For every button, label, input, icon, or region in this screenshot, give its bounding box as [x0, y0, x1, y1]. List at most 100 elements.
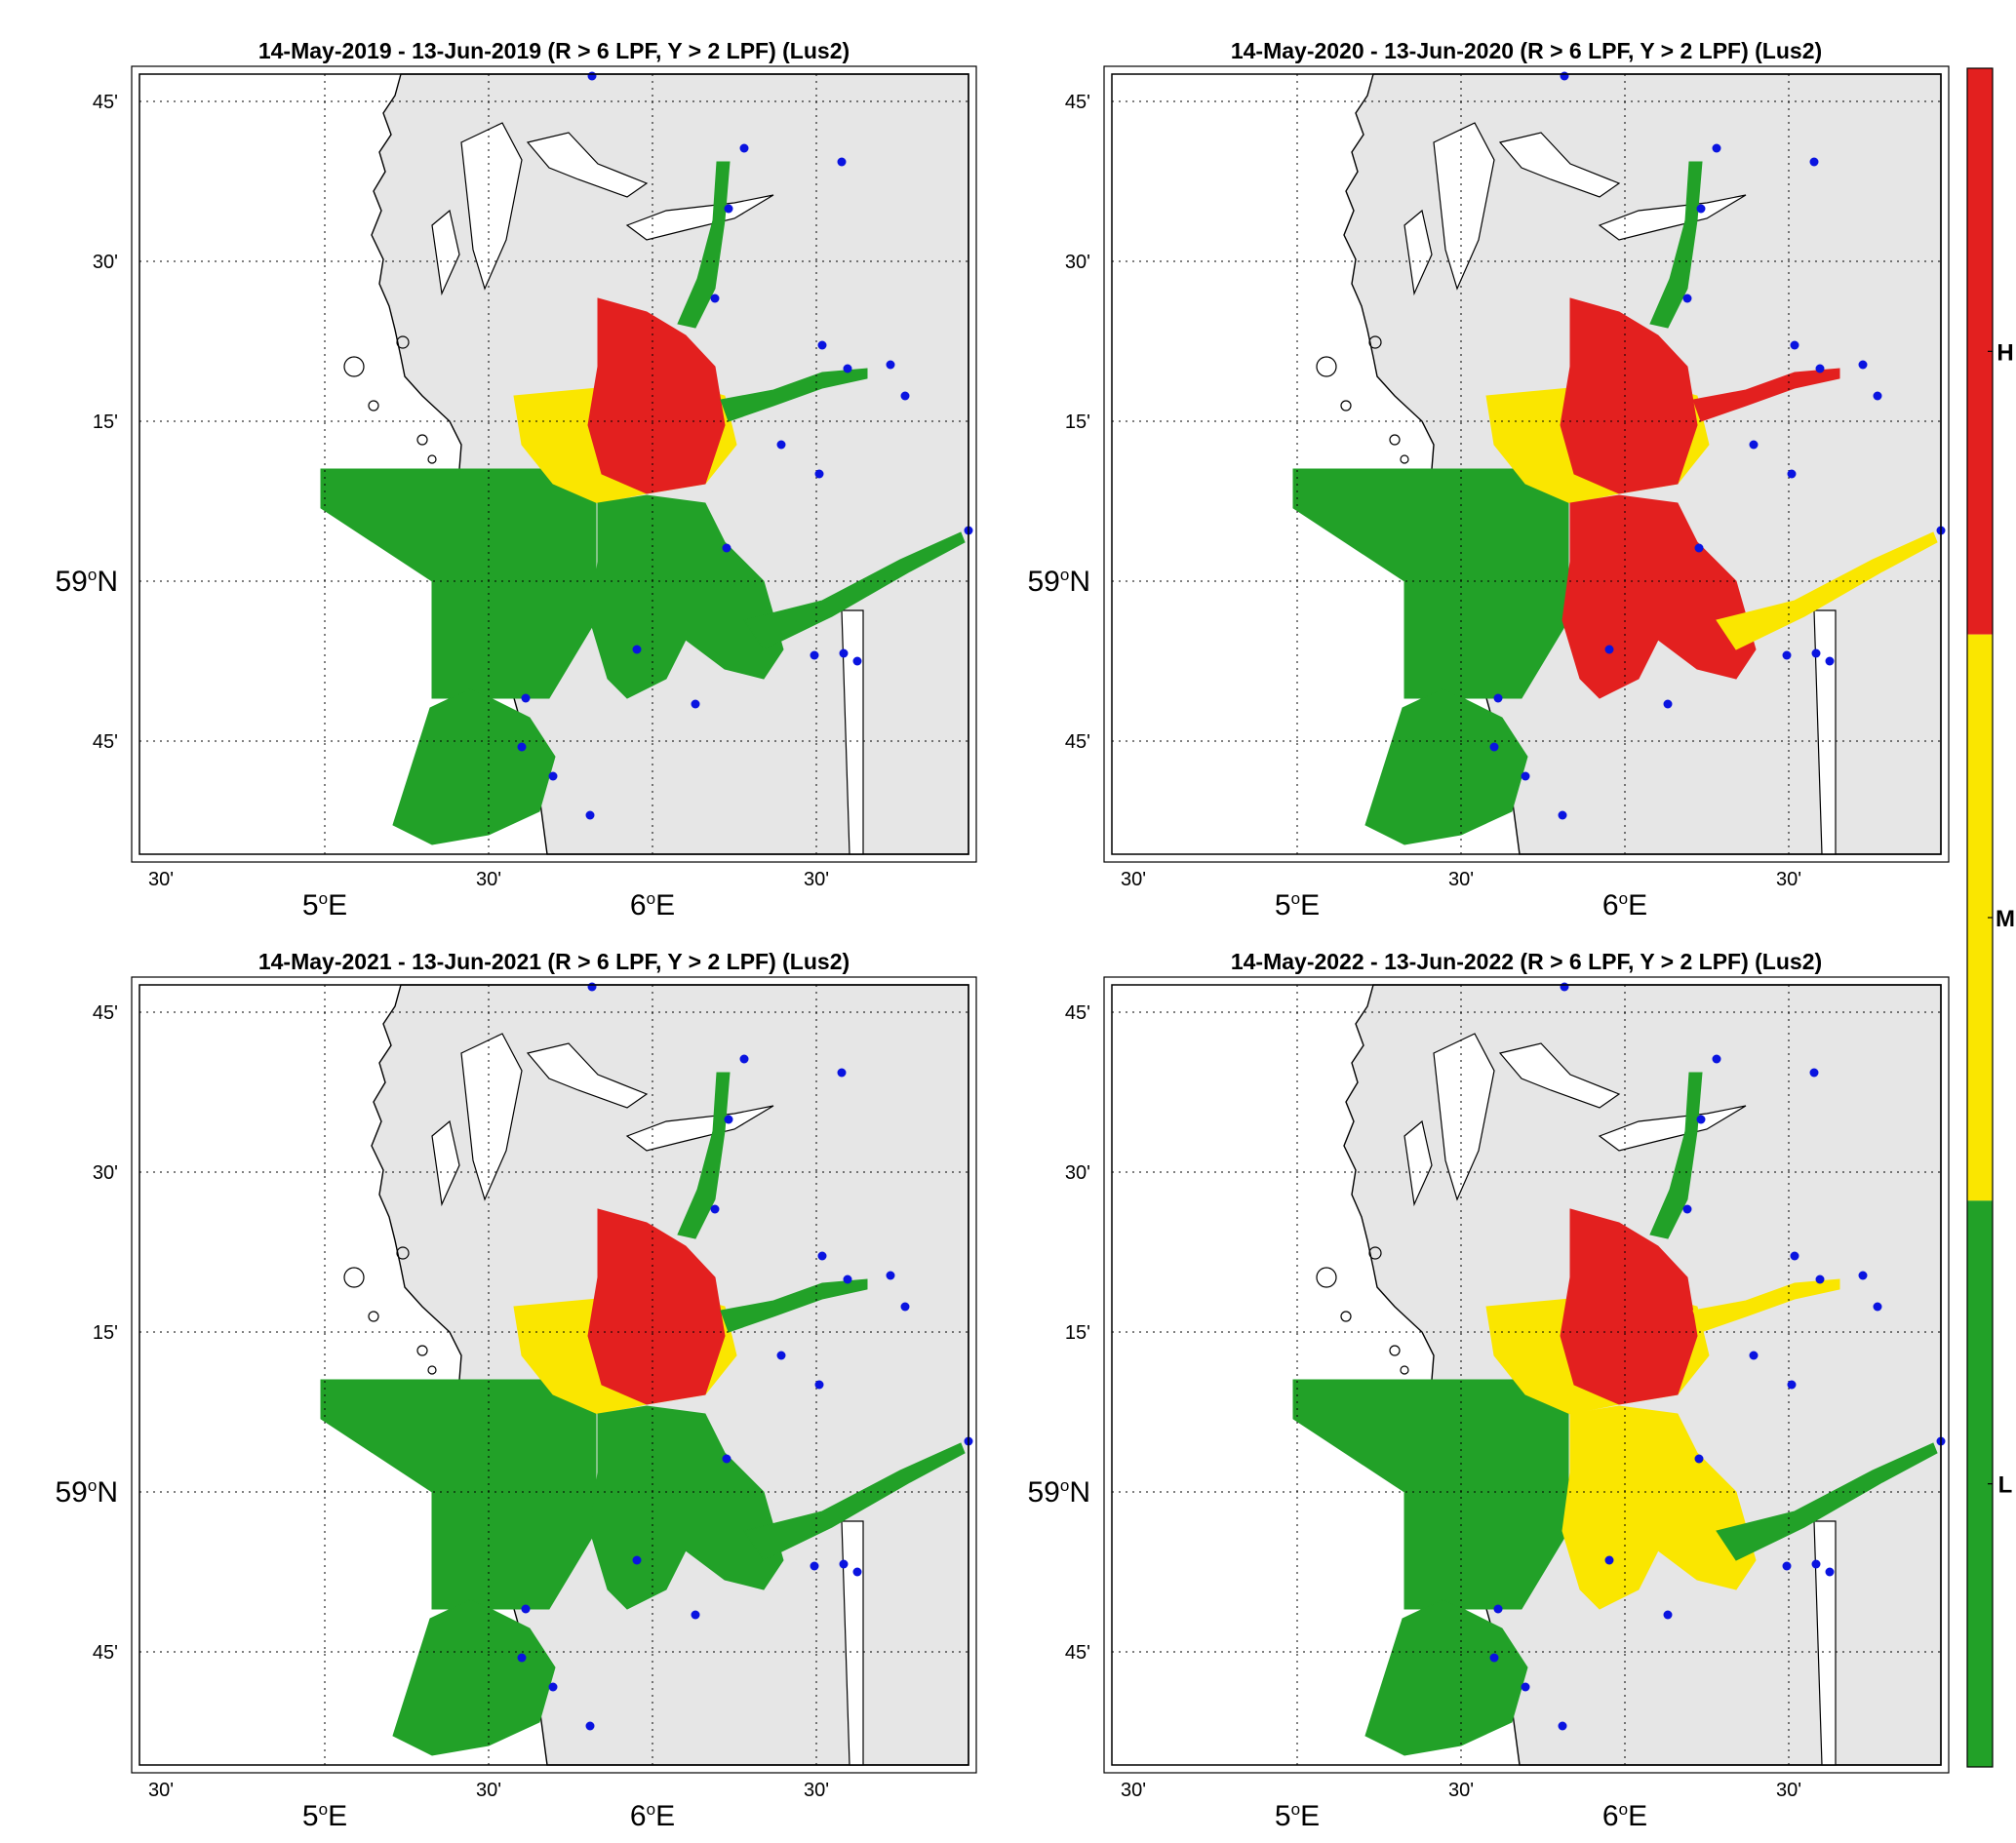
fjord-water	[526, 132, 649, 198]
station-marker	[1694, 1454, 1704, 1464]
latitude-label: 59oN	[55, 1476, 118, 1509]
station-marker	[1696, 204, 1706, 214]
island	[427, 1365, 437, 1375]
station-marker	[1558, 1721, 1567, 1731]
fjord-water	[625, 194, 774, 241]
station-marker	[1790, 1251, 1799, 1261]
risk-zone-south	[1364, 687, 1528, 845]
station-marker	[1696, 1115, 1706, 1124]
station-marker	[724, 1115, 733, 1124]
map-title: 14-May-2020 - 13-Jun-2020 (R > 6 LPF, Y …	[1231, 38, 1822, 63]
station-marker	[1558, 810, 1567, 820]
colorbar-label: H	[1996, 339, 2013, 366]
map-panel: 14-May-2019 - 13-Jun-2019 (R > 6 LPF, Y …	[55, 38, 977, 922]
island	[416, 434, 428, 446]
island	[1400, 1365, 1409, 1375]
risk-zone-southeastArm	[743, 1442, 966, 1561]
island	[416, 1345, 428, 1356]
latitude-label: 15'	[93, 412, 118, 433]
island	[396, 335, 410, 349]
fjord-water	[460, 122, 523, 291]
longitude-label: 6oE	[630, 1800, 675, 1832]
station-marker	[1560, 71, 1569, 81]
station-marker	[817, 340, 827, 350]
fjord-water	[1403, 1119, 1433, 1207]
station-marker	[886, 360, 895, 370]
station-marker	[1521, 1682, 1530, 1692]
station-marker	[817, 1251, 827, 1261]
longitude-label: 30'	[1448, 869, 1474, 890]
latitude-label: 30'	[1065, 252, 1090, 273]
longitude-label: 30'	[1776, 1780, 1801, 1801]
station-marker	[1712, 1054, 1721, 1064]
longitude-label: 5oE	[302, 1800, 347, 1832]
risk-zone-southeastArm	[1716, 531, 1938, 650]
island	[396, 1246, 410, 1260]
colorbar-label: L	[1998, 1472, 2013, 1499]
station-marker	[1493, 1604, 1503, 1614]
longitude-label: 30'	[476, 869, 501, 890]
station-marker	[724, 204, 733, 214]
latitude-label: 45'	[1065, 92, 1090, 113]
longitude-label: 5oE	[302, 889, 347, 922]
station-marker	[691, 699, 700, 709]
station-marker	[632, 1555, 642, 1565]
station-marker	[852, 656, 862, 666]
station-marker	[1790, 340, 1799, 350]
station-marker	[1682, 1204, 1692, 1214]
station-marker	[1858, 360, 1868, 370]
station-marker	[1712, 143, 1721, 153]
longitude-label: 6oE	[630, 889, 675, 922]
station-marker	[776, 440, 786, 450]
station-marker	[587, 71, 597, 81]
latitude-label: 30'	[93, 252, 118, 273]
map-title: 14-May-2022 - 13-Jun-2022 (R > 6 LPF, Y …	[1231, 949, 1822, 974]
map-panel: 14-May-2020 - 13-Jun-2020 (R > 6 LPF, Y …	[1027, 38, 1950, 922]
station-marker	[585, 810, 595, 820]
latitude-label: 15'	[1065, 412, 1090, 433]
station-marker	[1782, 1561, 1792, 1571]
station-marker	[1787, 469, 1797, 479]
fjord-water	[1498, 1042, 1621, 1109]
colorbar-label: M	[1996, 906, 2015, 932]
station-marker	[1604, 645, 1614, 654]
longitude-label: 5oE	[1275, 1800, 1320, 1832]
station-marker	[810, 650, 819, 660]
map-frame	[138, 984, 969, 1766]
map-frame	[138, 73, 969, 855]
longitude-label: 30'	[804, 1780, 829, 1801]
latitude-label: 45'	[93, 731, 118, 753]
latitude-label: 30'	[93, 1162, 118, 1184]
station-marker	[632, 645, 642, 654]
risk-zone-northArm	[677, 161, 731, 329]
station-marker	[1815, 1274, 1825, 1284]
island	[1316, 1267, 1337, 1288]
station-marker	[521, 693, 531, 703]
longitude-label: 30'	[1448, 1780, 1474, 1801]
fjord-water	[1433, 122, 1495, 291]
latitude-label: 59oN	[1027, 566, 1090, 598]
risk-zone-eastArm	[720, 368, 868, 422]
station-marker	[517, 1653, 527, 1663]
latitude-label: 45'	[93, 92, 118, 113]
station-marker	[837, 157, 847, 167]
station-marker	[1749, 1351, 1759, 1360]
station-marker	[739, 1054, 749, 1064]
latitude-label: 45'	[1065, 731, 1090, 753]
station-marker	[1489, 742, 1499, 752]
latitude-label: 45'	[93, 1002, 118, 1024]
risk-zone-south	[392, 1598, 556, 1756]
island	[1368, 335, 1382, 349]
station-marker	[1873, 1302, 1882, 1312]
map-frame	[1111, 984, 1942, 1766]
map-panel: 14-May-2021 - 13-Jun-2021 (R > 6 LPF, Y …	[55, 949, 977, 1832]
island	[1316, 356, 1337, 377]
fjord-water	[1498, 132, 1621, 198]
station-marker	[814, 469, 824, 479]
station-marker	[1811, 648, 1821, 658]
risk-zone-northeast	[1560, 1208, 1698, 1405]
station-marker	[852, 1567, 862, 1577]
station-marker	[1521, 771, 1530, 781]
station-marker	[691, 1610, 700, 1620]
risk-zone-southeastArm	[743, 531, 966, 650]
